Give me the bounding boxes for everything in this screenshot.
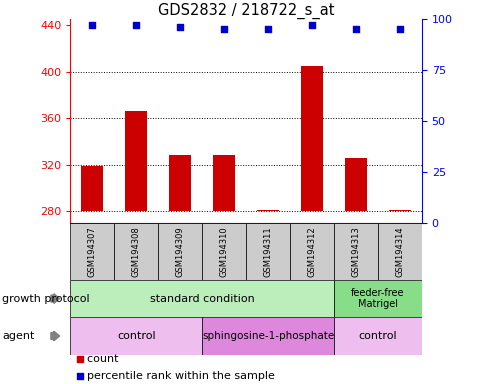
Bar	[377, 223, 421, 280]
Bar	[333, 280, 421, 317]
Bar	[333, 317, 421, 355]
Text: GSM194309: GSM194309	[175, 226, 184, 277]
Bar	[70, 280, 333, 317]
Title: GDS2832 / 218722_s_at: GDS2832 / 218722_s_at	[158, 3, 333, 19]
Text: standard condition: standard condition	[150, 293, 254, 304]
Bar	[114, 223, 158, 280]
Point	[220, 26, 227, 33]
Bar	[158, 223, 202, 280]
Bar	[388, 210, 410, 211]
Point	[176, 24, 184, 30]
Text: count: count	[80, 354, 118, 364]
Bar	[70, 223, 114, 280]
Bar	[301, 66, 322, 211]
Text: GSM194307: GSM194307	[88, 226, 97, 277]
Bar	[125, 111, 147, 211]
Bar	[202, 317, 333, 355]
Point	[351, 26, 359, 33]
Bar	[169, 155, 191, 211]
Bar	[202, 223, 245, 280]
Text: GSM194312: GSM194312	[307, 226, 316, 277]
Point	[132, 22, 140, 28]
Bar	[257, 210, 278, 211]
Point	[76, 356, 84, 362]
Text: GSM194310: GSM194310	[219, 226, 228, 277]
Text: agent: agent	[2, 331, 35, 341]
Text: GSM194313: GSM194313	[351, 226, 360, 277]
Text: growth protocol: growth protocol	[2, 293, 90, 304]
Text: GSM194311: GSM194311	[263, 226, 272, 277]
Text: sphingosine-1-phosphate: sphingosine-1-phosphate	[201, 331, 333, 341]
Point	[307, 22, 315, 28]
Text: GSM194308: GSM194308	[132, 226, 140, 277]
Bar	[245, 223, 289, 280]
Text: feeder-free
Matrigel: feeder-free Matrigel	[350, 288, 404, 310]
Point	[264, 26, 272, 33]
Text: percentile rank within the sample: percentile rank within the sample	[80, 371, 274, 381]
Bar	[344, 157, 366, 211]
Text: GSM194314: GSM194314	[394, 226, 404, 277]
Bar	[289, 223, 333, 280]
Bar	[81, 166, 103, 211]
Bar	[333, 223, 377, 280]
Text: control: control	[358, 331, 396, 341]
Point	[395, 26, 403, 33]
Point	[76, 373, 84, 379]
Bar	[213, 155, 235, 211]
Point	[88, 22, 96, 28]
Text: control: control	[117, 331, 155, 341]
Bar	[70, 317, 202, 355]
